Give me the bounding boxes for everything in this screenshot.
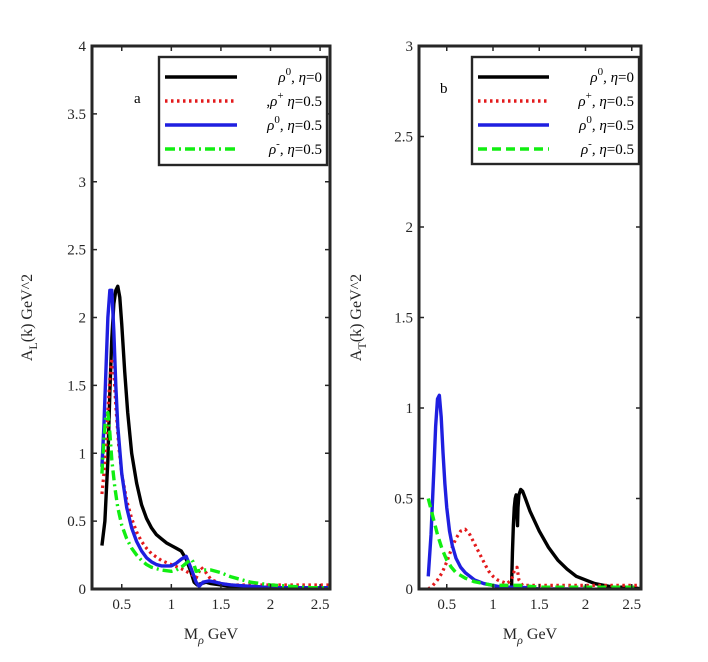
x-tick-label: 2.5 [622, 597, 641, 613]
x-tick-label: 0.5 [112, 597, 131, 613]
y-tick-label: 2 [79, 311, 87, 327]
y-tick-label: 1 [79, 446, 87, 462]
legend-box [470, 55, 641, 166]
x-tick-label: 2 [267, 597, 275, 613]
legend-entry: ρ0, η=0 [277, 66, 322, 86]
y-tick-label: 0 [79, 582, 87, 598]
series-group [426, 393, 641, 589]
y-tick-label: 3.5 [67, 107, 86, 123]
legend-entry: ρ-, η=0.5 [580, 138, 634, 158]
y-tick-label: 3 [79, 175, 87, 191]
legend-entry: ρ0, η=0 [589, 66, 634, 86]
panel-b: 0.5 1 1.5 2 2.5 0 0.5 1 1.5 2 2.5 3 Mρ GeV AT(k) GeV^… [348, 39, 643, 647]
y-tick-label: 2 [406, 220, 414, 236]
legend-entry: ρ0, η=0.5 [578, 114, 634, 134]
x-tick-label: 1.5 [530, 597, 549, 613]
y-tick-label: 4 [79, 39, 87, 55]
legend-entry: ρ-, η=0.5 [268, 138, 322, 158]
y-tick-label: 0.5 [394, 492, 413, 508]
series-line-3 [426, 393, 586, 589]
panel-a: 0.5 1 1.5 2 2.5 0 0.5 1 1.5 2 2.5 3 3.5 4 Mρ GeV AL(k) … [19, 39, 332, 647]
series-line-4 [100, 410, 330, 589]
legend: ρ0, η=0 ,ρ+ η=0.5 ρ0, η=0.5 ρ-, η=0.5 [157, 55, 329, 167]
y-tick-label: 1.5 [394, 311, 413, 327]
panel-letter: b [440, 81, 448, 97]
y-tick-label: 2.5 [394, 130, 413, 146]
y-tick-label: 1 [406, 401, 414, 417]
x-tick-label: 1 [168, 597, 176, 613]
x-tick-label: 1.5 [212, 597, 231, 613]
legend-box [157, 55, 329, 167]
legend-entry: ρ+, η=0.5 [577, 90, 634, 110]
y-axis-label: AT(k) GeV^2 [348, 274, 369, 361]
series-line-1 [509, 487, 641, 589]
legend-entry: ρ0, η=0.5 [266, 114, 322, 134]
x-tick-label: 2 [582, 597, 590, 613]
y-tick-label: 0.5 [67, 514, 86, 530]
y-tick-label: 0 [406, 582, 414, 598]
panel-letter: a [134, 91, 141, 107]
y-tick-label: 3 [406, 39, 414, 55]
x-tick-label: 2.5 [311, 597, 330, 613]
legend: ρ0, η=0 ρ+, η=0.5 ρ0, η=0.5 ρ-, η=0.5 [470, 55, 641, 166]
x-tick-label: 0.5 [437, 597, 456, 613]
x-axis-label: Mρ GeV [503, 626, 558, 647]
y-tick-label: 2.5 [67, 243, 86, 259]
series-line-3 [100, 288, 330, 589]
y-axis-label: AL(k) GeV^2 [19, 274, 40, 361]
series-line-2 [100, 356, 330, 587]
legend-entry: ,ρ+ η=0.5 [266, 90, 322, 110]
x-axis-label: Mρ GeV [184, 626, 239, 647]
x-tick-label: 1 [489, 597, 497, 613]
y-tick-label: 1.5 [67, 378, 86, 394]
